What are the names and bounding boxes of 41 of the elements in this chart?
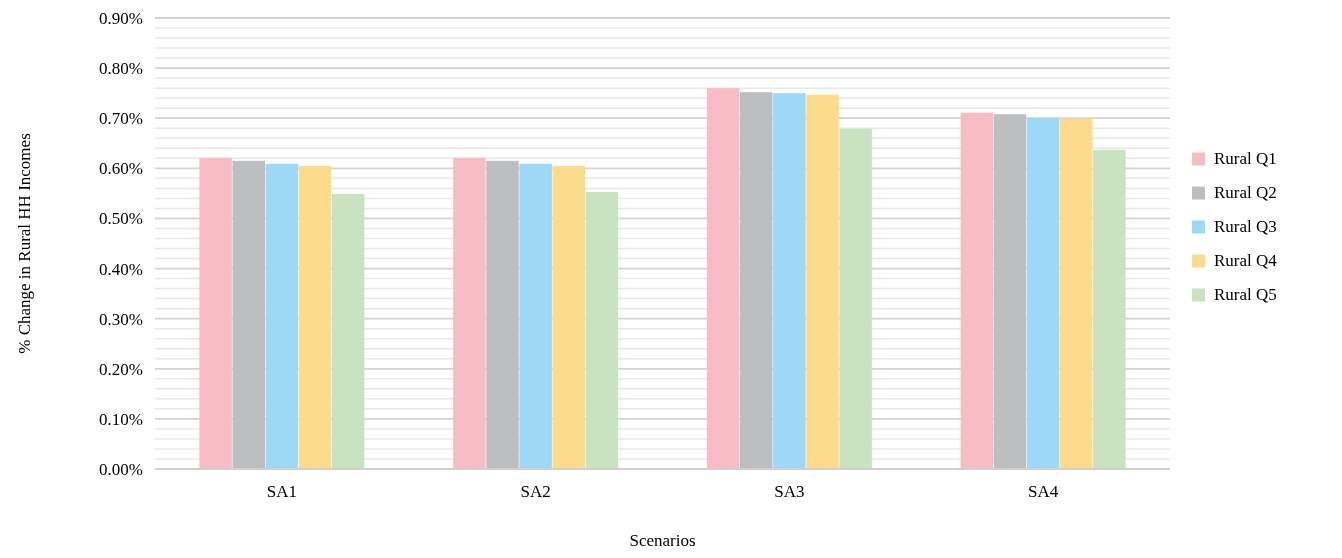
bar [806, 94, 839, 469]
y-tick-label: 0.70% [99, 109, 143, 129]
bar [1093, 149, 1126, 469]
legend-label: Rural Q5 [1214, 285, 1277, 305]
bar [706, 88, 740, 469]
legend-label: Rural Q4 [1214, 251, 1278, 271]
bar [199, 157, 232, 469]
y-tick-label: 0.20% [99, 359, 143, 379]
bar [1026, 117, 1060, 469]
legend-label: Rural Q1 [1214, 149, 1277, 169]
y-tick-label: 0.10% [99, 409, 143, 429]
x-tick-label: SA3 [774, 482, 805, 501]
y-tick-label: 0.00% [99, 459, 143, 479]
bar [960, 112, 994, 469]
y-tick-label: 0.60% [99, 159, 143, 179]
bar [453, 157, 486, 469]
y-tick-label: 0.50% [99, 209, 143, 229]
y-tick-label: 0.90% [99, 8, 143, 28]
x-tick-label: SA1 [266, 482, 297, 501]
x-tick-label: SA2 [520, 482, 551, 501]
y-axis-title: % Change in Rural HH Incomes [15, 133, 34, 354]
x-axis-title: Scenarios [629, 531, 696, 550]
bar [993, 114, 1027, 469]
bar [552, 165, 585, 469]
bar [232, 160, 265, 469]
bar [519, 163, 552, 469]
y-tick-label: 0.80% [99, 59, 143, 79]
legend-label: Rural Q2 [1214, 183, 1277, 203]
bar [1060, 118, 1093, 469]
bar [298, 165, 332, 469]
bar [773, 93, 806, 469]
bar [740, 92, 773, 469]
legend-label: Rural Q3 [1214, 217, 1277, 237]
x-tick-label: SA4 [1028, 482, 1059, 501]
bar [839, 128, 872, 469]
y-tick-label: 0.30% [99, 309, 143, 329]
bar [331, 193, 365, 469]
y-tick-label: 0.40% [99, 259, 143, 279]
bar [585, 191, 619, 469]
bar [265, 163, 299, 469]
bar [486, 160, 519, 469]
